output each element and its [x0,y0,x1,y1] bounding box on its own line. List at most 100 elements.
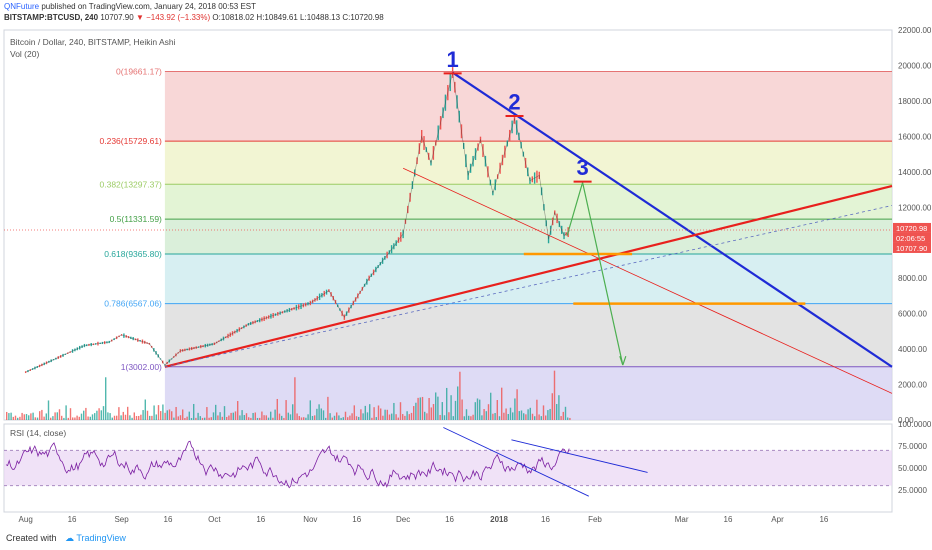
volume-bar [116,415,118,420]
volume-bar [131,417,133,420]
volume-bar [371,417,373,420]
volume-bar [80,413,83,420]
volume-bar [120,415,122,420]
volume-bar [67,417,69,420]
volume-bar [340,417,342,420]
rsi-line [5,440,570,489]
fib-zone [164,71,893,142]
volume-bar [215,404,217,420]
volume-bar [520,410,523,420]
volume-bar [219,412,221,420]
time-tick-label: 16 [352,515,361,524]
volume-bar [10,412,12,420]
volume-bar [74,417,76,420]
volume-bar [177,416,179,420]
volume-bar [208,417,210,420]
volume-bar [454,400,457,420]
time-tick-label: 16 [445,515,454,524]
volume-bar [151,415,153,420]
volume-bar [25,414,28,420]
volume-bar [162,404,164,420]
volume-bar [349,415,351,420]
volume-bar [492,413,494,420]
volume-bar [102,406,105,420]
publish-text: published on TradingView.com, January 24… [41,2,257,11]
volume-bar [63,417,65,420]
fib-level-label: 0.382(13297.37) [100,179,163,189]
volume-bar [569,417,571,420]
volume-bar [274,409,276,420]
rsi-band [4,450,892,486]
author-link[interactable]: QNFuture [4,2,40,11]
volume-bar [129,415,131,420]
volume-bar [408,414,410,420]
volume-bar [243,415,245,420]
volume-bar [146,410,149,420]
volume-bar [410,412,413,420]
volume-bar [91,414,94,420]
rsi-legend: RSI (14, close) [10,428,66,438]
volume-bar [241,410,243,420]
volume-bar [138,415,140,420]
volume-bar [89,416,91,420]
volume-bar [228,415,230,420]
volume-bar [311,415,314,420]
price-tick-label: 0.00 [898,416,914,425]
volume-bar [261,411,263,420]
rsi-tick-label: 25.0000 [898,486,927,495]
volume-bar [468,415,470,420]
volume-bar [58,409,61,420]
time-tick-label: 2018 [490,515,508,524]
volume-bar [28,415,30,420]
volume-bar [474,402,476,420]
volume-bar [384,409,386,420]
volume-bar [516,389,518,420]
volume-bar [397,417,399,420]
time-tick-label: 16 [724,515,733,524]
volume-bar [523,413,525,420]
volume-bar [512,412,514,420]
volume-bar [505,408,507,420]
volume-bar [338,415,340,420]
volume-bar [534,416,536,420]
volume-bar [428,398,430,420]
uptrend-line [164,184,893,368]
volume-bar [212,412,215,420]
close-value: C:10720.98 [342,13,384,22]
volume-bar [441,402,443,420]
volume-bar [300,417,303,420]
volume-bar [364,405,366,420]
volume-bar [562,411,564,420]
time-tick-label: Oct [208,515,221,524]
volume-bar [272,417,274,420]
volume-bar [536,399,538,420]
volume-bar [47,400,50,420]
volume-bar [567,417,569,420]
volume-bar [87,416,89,420]
arrow-head [619,355,624,366]
footer-text: Created with [6,533,57,543]
volume-bar [503,412,505,420]
volume-bar [564,406,567,420]
volume-bar [118,407,120,420]
volume-bar [50,417,52,420]
volume-bar [206,407,208,420]
volume-bar [395,414,397,420]
volume-bar [333,415,336,420]
volume-bar [153,405,155,420]
volume-bar [113,415,116,420]
volume-bar [529,407,531,420]
volume-bar [327,396,329,420]
rsi-trend-line [443,427,589,497]
volume-bar [437,396,439,420]
volume-bar [369,404,371,420]
time-tick-label: Dec [396,515,410,524]
volume-bar [402,414,404,420]
volume-bar [223,406,226,420]
volume-bar [278,413,281,420]
volume-bar [472,414,474,420]
tradingview-brand[interactable]: TradingView [76,533,126,543]
volume-bar [514,398,516,420]
volume-bar [452,416,454,420]
volume-bar [289,414,292,420]
